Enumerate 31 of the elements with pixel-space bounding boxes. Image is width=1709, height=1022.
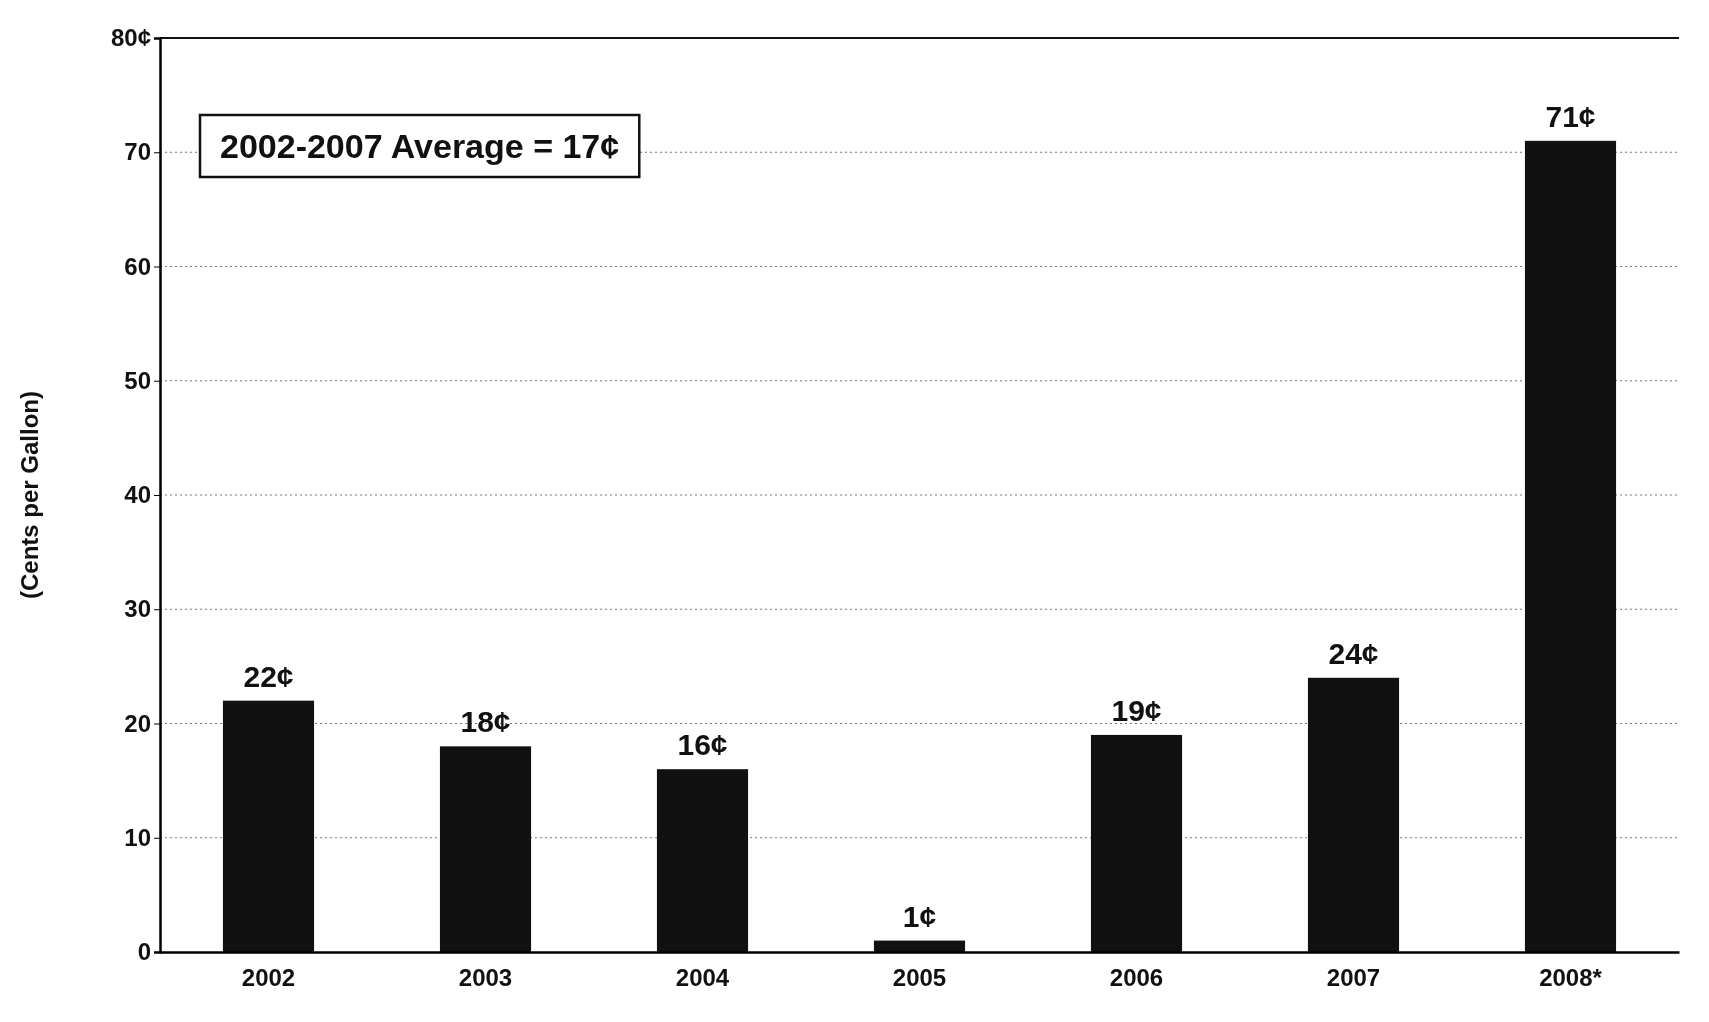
y-tick-label: 20 xyxy=(124,709,151,737)
data-label: 19¢ xyxy=(1111,693,1162,727)
bar xyxy=(1090,734,1183,952)
x-tick-label: 2007 xyxy=(1326,964,1381,992)
bar xyxy=(439,746,532,952)
bar xyxy=(1524,140,1617,952)
y-axis-title: (Cents per Gallon) xyxy=(16,390,43,600)
bar xyxy=(222,700,315,952)
data-label: 18¢ xyxy=(460,705,511,739)
y-tick-label: 50 xyxy=(124,366,151,394)
data-label: 1¢ xyxy=(902,899,937,933)
y-tick-label: 0 xyxy=(137,938,151,966)
y-tick-label: 60 xyxy=(124,252,151,280)
y-tick-label: 10 xyxy=(124,823,151,851)
x-tick-label: 2004 xyxy=(675,964,730,992)
x-tick-label: 2008* xyxy=(1539,964,1603,992)
y-tick-label: 80¢ xyxy=(110,24,151,52)
y-tick-label: 70 xyxy=(124,138,151,166)
x-tick-label: 2002 xyxy=(241,964,296,992)
data-label: 71¢ xyxy=(1545,99,1596,133)
x-tick-label: 2006 xyxy=(1109,964,1164,992)
x-tick-label: 2003 xyxy=(458,964,513,992)
data-label: 24¢ xyxy=(1328,636,1379,670)
annotation: 2002-2007 Average = 17¢ xyxy=(220,127,620,165)
bar xyxy=(656,769,749,952)
data-label: 22¢ xyxy=(243,659,294,693)
y-tick-label: 40 xyxy=(124,481,151,509)
bar xyxy=(1307,677,1400,952)
y-tick-label: 30 xyxy=(124,595,151,623)
data-label: 16¢ xyxy=(677,728,728,762)
x-tick-label: 2005 xyxy=(892,964,947,992)
